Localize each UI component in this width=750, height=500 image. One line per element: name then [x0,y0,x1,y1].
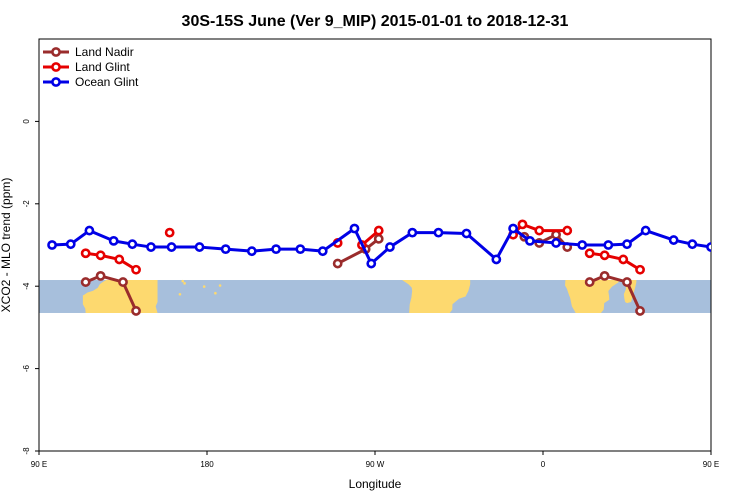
series-land-glint [80,219,645,275]
data-point [131,264,141,275]
x-tick-label: 90 E [703,460,719,469]
island-land [181,279,185,283]
legend-label: Ocean Glint [75,75,139,89]
data-point [332,258,343,269]
data-point [584,277,595,287]
data-point [534,225,545,236]
map-background [39,279,711,313]
data-point [687,239,698,250]
data-point [640,225,651,236]
data-point [131,306,141,316]
data-point [271,244,281,255]
data-point [80,248,91,259]
y-axis-label: XCO2 - MLO trend (ppm) [0,178,13,313]
x-tick-label: 180 [200,460,214,469]
y-tick-label: -2 [22,200,31,208]
data-point [599,250,610,261]
data-point [433,227,444,238]
x-tick-label: 90 E [31,460,47,469]
data-point [618,254,629,265]
island-land [202,285,206,288]
island-land [183,282,186,285]
data-point [603,240,614,250]
data-point [491,254,502,265]
data-point [599,270,610,281]
data-point [246,246,257,257]
data-point [95,250,106,261]
series-layer [47,219,711,316]
y-tick-label: 0 [22,119,31,124]
data-point [114,254,125,265]
data-point [108,235,119,246]
legend-marker [51,77,61,87]
y-tick-label: -4 [22,282,31,290]
y-tick-label: -6 [22,364,31,372]
island-land [178,293,182,296]
x-axis: 90 E 180 90 W 0 90 E [31,451,719,469]
data-point [220,244,231,255]
data-point [194,242,205,252]
data-point [584,248,595,259]
series-line [589,274,642,312]
x-axis-label: Longitude [349,477,402,491]
island-land [214,291,217,295]
data-point [622,239,632,250]
data-point [295,244,306,255]
data-point [166,242,177,252]
series-line [85,274,138,312]
data-point [551,229,561,240]
data-point [407,227,418,238]
data-point [385,242,395,252]
australia-land [82,280,158,313]
data-point [635,306,645,316]
south-america-land [402,280,471,313]
y-axis: 0 -2 -4 -6 -8 [22,119,39,455]
legend-label: Land Nadir [75,45,134,59]
data-point [668,235,679,245]
data-point [525,235,535,246]
data-point [80,277,91,287]
data-point [373,233,384,244]
data-point [95,270,106,281]
series-ocean-glint [47,223,711,269]
data-point [706,242,711,252]
data-point [127,239,138,250]
data-point [461,228,472,239]
africa-land [565,280,619,313]
y-tick-label: -8 [22,447,31,455]
data-point [635,264,645,275]
series-line [589,251,641,271]
data-point [551,238,561,248]
legend-marker [51,47,61,57]
legend-marker [51,62,61,72]
data-point [622,277,632,287]
data-point [164,227,175,238]
data-point [508,223,519,234]
data-point [517,219,528,230]
data-point [366,258,377,269]
data-point [562,225,573,236]
data-point [577,240,588,250]
data-point [118,277,128,287]
x-tick-label: 0 [541,460,546,469]
chart-title: 30S-15S June (Ver 9_MIP) 2015-01-01 to 2… [182,13,569,30]
data-point [84,225,95,236]
data-point [65,239,76,250]
data-point [47,240,57,250]
data-point [317,246,328,257]
data-point [373,225,384,236]
series-line [85,251,137,271]
series-land-nadir [80,229,645,316]
legend-label: Land Glint [75,60,130,74]
x-tick-label: 90 W [366,460,385,469]
island-land [218,284,222,287]
data-point [146,242,156,252]
data-point [349,223,360,234]
